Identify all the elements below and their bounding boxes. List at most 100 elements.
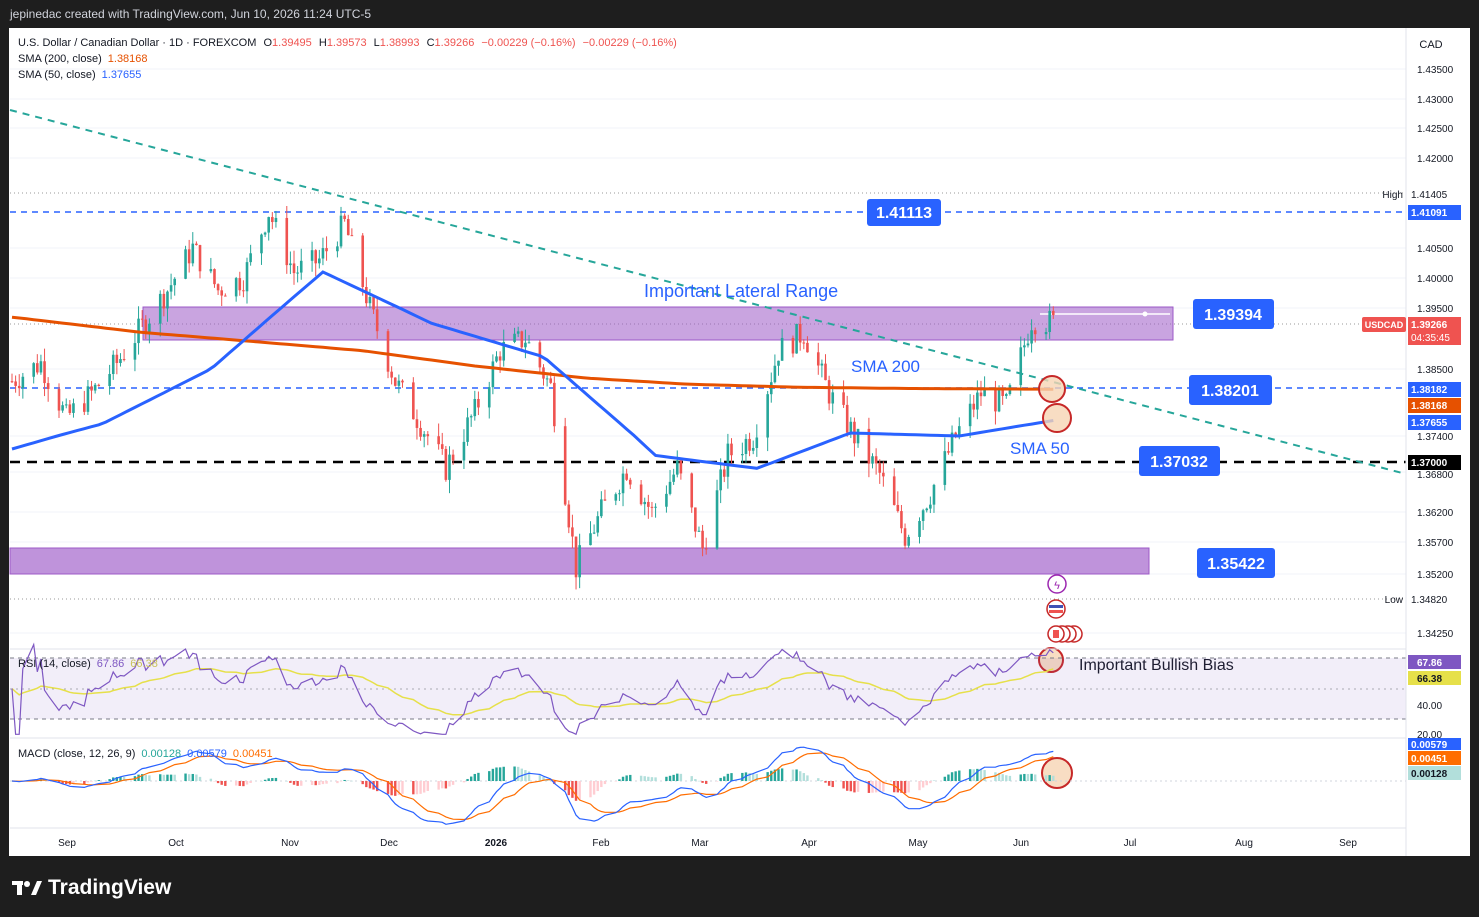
candle-body[interactable]	[263, 232, 267, 235]
candle-body[interactable]	[46, 383, 50, 389]
candle-body[interactable]	[90, 386, 93, 391]
candle-body[interactable]	[64, 404, 68, 406]
candle-body[interactable]	[827, 380, 831, 404]
candle-body[interactable]	[339, 215, 343, 247]
candle-body[interactable]	[614, 494, 618, 501]
candle-body[interactable]	[39, 361, 43, 373]
candle-body[interactable]	[722, 469, 726, 477]
candle-body[interactable]	[1019, 347, 1023, 386]
candle-body[interactable]	[918, 520, 921, 537]
candle-body[interactable]	[108, 374, 111, 387]
candle-body[interactable]	[119, 359, 122, 364]
candle-body[interactable]	[943, 451, 947, 485]
candle-body[interactable]	[267, 217, 271, 233]
sma200-line[interactable]	[11, 315, 1054, 391]
candle-body[interactable]	[929, 504, 932, 509]
candle-body[interactable]	[979, 392, 983, 397]
candle-body[interactable]	[469, 416, 473, 418]
candle-body[interactable]	[487, 387, 491, 408]
candle-body[interactable]	[162, 293, 166, 309]
candle-body[interactable]	[397, 380, 401, 386]
candle-body[interactable]	[318, 258, 321, 264]
candle-body[interactable]	[289, 263, 292, 266]
candle-body[interactable]	[766, 394, 769, 438]
candle-body[interactable]	[415, 419, 419, 428]
candle-body[interactable]	[43, 361, 46, 384]
candle-body[interactable]	[621, 473, 625, 494]
candle-body[interactable]	[437, 436, 440, 445]
candle-body[interactable]	[216, 284, 220, 291]
candle-body[interactable]	[947, 451, 950, 453]
candle-body[interactable]	[350, 235, 354, 237]
candle-body[interactable]	[375, 309, 379, 332]
candle-body[interactable]	[795, 323, 798, 354]
candle-body[interactable]	[451, 454, 455, 461]
candle-body[interactable]	[882, 472, 885, 477]
candle-body[interactable]	[462, 441, 466, 461]
candle-body[interactable]	[1026, 343, 1030, 346]
candle-body[interactable]	[831, 392, 835, 404]
candle-body[interactable]	[365, 286, 368, 304]
candle-body[interactable]	[903, 528, 907, 546]
candle-body[interactable]	[780, 337, 784, 361]
candle-body[interactable]	[93, 384, 97, 391]
candle-body[interactable]	[968, 403, 972, 427]
candle-body[interactable]	[741, 454, 744, 456]
level-label-1-37032[interactable]: 1.37032	[1139, 446, 1220, 476]
candle-body[interactable]	[419, 427, 422, 437]
candle-body[interactable]	[361, 235, 365, 287]
candle-body[interactable]	[574, 536, 578, 578]
candle-body[interactable]	[393, 377, 397, 386]
level-label-1-39394[interactable]: 1.39394	[1193, 299, 1274, 329]
candle-body[interactable]	[169, 285, 173, 292]
candle-body[interactable]	[527, 342, 531, 344]
candle-body[interactable]	[260, 234, 263, 254]
lateral-range-zone[interactable]	[142, 306, 1174, 341]
candle-body[interactable]	[842, 392, 845, 405]
candle-body[interactable]	[111, 354, 115, 375]
candle-body[interactable]	[1004, 394, 1008, 396]
candle-body[interactable]	[1048, 310, 1051, 333]
candle-body[interactable]	[1033, 330, 1037, 335]
candle-body[interactable]	[122, 359, 126, 361]
candle-body[interactable]	[643, 501, 647, 505]
candle-body[interactable]	[878, 463, 882, 473]
candle-body[interactable]	[68, 404, 72, 413]
tradingview-logo[interactable]: TradingView	[12, 876, 171, 900]
candle-body[interactable]	[571, 527, 574, 537]
candle-body[interactable]	[220, 290, 224, 296]
candle-body[interactable]	[932, 484, 936, 505]
candle-body[interactable]	[72, 403, 75, 413]
candle-body[interactable]	[1051, 310, 1055, 316]
candle-body[interactable]	[896, 504, 900, 512]
candle-body[interactable]	[625, 473, 628, 480]
candle-body[interactable]	[820, 363, 824, 366]
candle-body[interactable]	[343, 215, 346, 220]
candle-body[interactable]	[647, 501, 650, 507]
candle-body[interactable]	[824, 363, 827, 381]
candle-body[interactable]	[314, 250, 318, 264]
candle-body[interactable]	[957, 426, 961, 437]
candle-body[interactable]	[972, 403, 976, 410]
candle-body[interactable]	[1030, 330, 1033, 344]
candle-body[interactable]	[777, 360, 780, 366]
candle-body[interactable]	[466, 417, 469, 442]
candle-body[interactable]	[422, 434, 426, 437]
candle-body[interactable]	[1044, 332, 1048, 335]
candle-body[interactable]	[336, 246, 339, 252]
candle-body[interactable]	[386, 331, 390, 372]
candle-body[interactable]	[209, 269, 213, 272]
candle-body[interactable]	[798, 323, 802, 343]
candle-body[interactable]	[187, 249, 191, 264]
candle-body[interactable]	[477, 398, 480, 408]
candle-body[interactable]	[36, 363, 39, 373]
candle-body[interactable]	[816, 352, 820, 366]
candle-body[interactable]	[491, 361, 495, 388]
candle-body[interactable]	[115, 354, 119, 364]
candle-body[interactable]	[802, 342, 806, 344]
candle-body[interactable]	[97, 384, 101, 387]
candle-body[interactable]	[849, 421, 853, 433]
candle-body[interactable]	[234, 278, 238, 297]
range-ray-handle[interactable]	[1142, 311, 1148, 317]
candle-body[interactable]	[213, 269, 216, 285]
